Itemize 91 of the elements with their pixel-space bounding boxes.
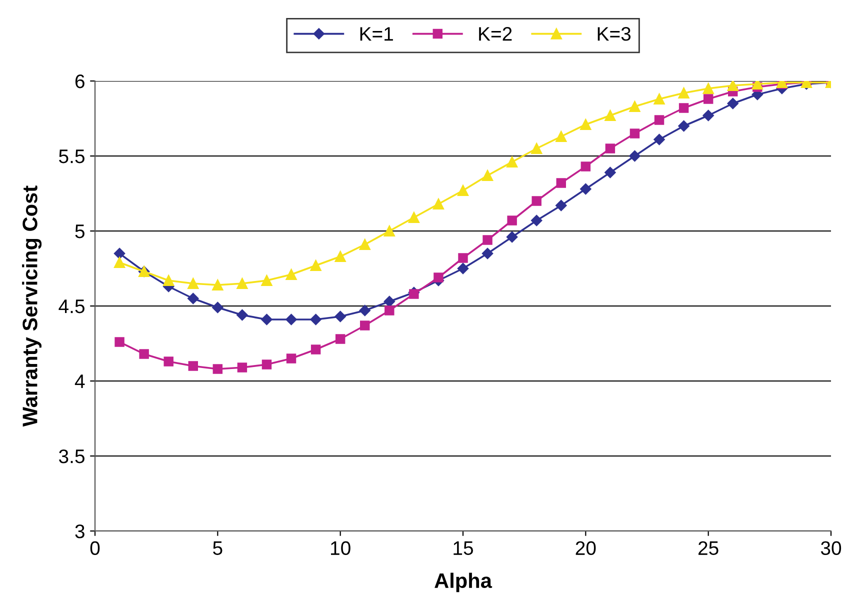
point — [360, 320, 370, 330]
point — [629, 100, 640, 112]
y-tick-label: 6 — [75, 74, 84, 88]
y-tick-label: 3.5 — [58, 449, 84, 464]
point — [286, 354, 296, 364]
point — [114, 256, 126, 268]
point — [236, 278, 248, 290]
point — [531, 142, 542, 154]
point — [654, 93, 665, 105]
point — [261, 314, 272, 326]
point — [236, 309, 248, 321]
point — [727, 98, 738, 110]
point — [139, 349, 149, 359]
x-tick-label: 30 — [820, 541, 842, 556]
point — [580, 183, 592, 195]
point — [114, 337, 124, 347]
point — [482, 248, 494, 260]
point — [409, 289, 419, 299]
point — [188, 292, 199, 304]
point — [163, 274, 174, 286]
point — [530, 214, 542, 226]
point — [727, 81, 738, 92]
y-axis-title: Warranty Servicing Cost — [22, 186, 42, 427]
point — [482, 235, 492, 245]
point — [630, 128, 640, 138]
point — [678, 103, 689, 113]
x-tick-label: 5 — [213, 541, 222, 556]
point — [334, 250, 346, 262]
legend-label: K=3 — [598, 27, 631, 41]
point — [212, 364, 223, 374]
point — [310, 260, 322, 272]
point — [580, 118, 592, 130]
point — [605, 144, 616, 154]
point — [188, 278, 199, 290]
point — [556, 200, 567, 212]
point — [654, 115, 664, 125]
x-tick-label: 0 — [90, 541, 100, 556]
point — [212, 279, 224, 291]
point — [384, 306, 394, 316]
point — [654, 134, 665, 146]
point — [286, 268, 297, 280]
point — [286, 314, 297, 326]
point — [702, 82, 714, 94]
x-tick-label: 15 — [454, 541, 473, 556]
point — [604, 166, 616, 178]
y-tick-label: 4.5 — [58, 300, 84, 314]
y-tick-label: 3 — [75, 524, 84, 538]
point — [335, 334, 346, 344]
point — [384, 296, 396, 308]
point — [458, 253, 468, 263]
point — [457, 262, 469, 274]
point — [532, 196, 542, 206]
point — [408, 212, 420, 224]
point — [506, 156, 518, 168]
point — [507, 216, 517, 226]
point — [434, 272, 444, 282]
y-tick-label: 5 — [75, 224, 84, 238]
point — [188, 361, 198, 371]
point — [556, 178, 566, 188]
point — [580, 162, 591, 172]
point — [482, 170, 494, 182]
point — [114, 248, 126, 260]
point — [678, 87, 690, 99]
x-tick-label: 25 — [698, 541, 718, 556]
point — [310, 344, 321, 354]
y-tick-label: 4 — [74, 374, 85, 388]
point — [703, 94, 714, 104]
point — [678, 120, 690, 132]
point — [629, 150, 640, 162]
legend-label: K=2 — [479, 27, 512, 41]
point — [506, 231, 518, 243]
point — [237, 362, 248, 372]
point — [359, 238, 370, 250]
legend-label: K=1 — [360, 27, 393, 41]
point — [457, 184, 469, 196]
point — [310, 314, 322, 326]
point — [359, 304, 370, 316]
point — [261, 274, 272, 286]
point — [432, 198, 444, 210]
point — [212, 302, 224, 314]
point — [604, 110, 616, 122]
point — [702, 110, 714, 122]
point — [384, 225, 395, 237]
x-tick-label: 10 — [331, 541, 350, 556]
point — [262, 360, 272, 370]
y-tick-label: 5.5 — [59, 150, 84, 164]
point — [556, 130, 567, 142]
x-tick-label: 20 — [576, 541, 596, 556]
point — [164, 356, 174, 366]
x-axis-title: Alpha — [434, 572, 492, 592]
point — [334, 310, 346, 322]
